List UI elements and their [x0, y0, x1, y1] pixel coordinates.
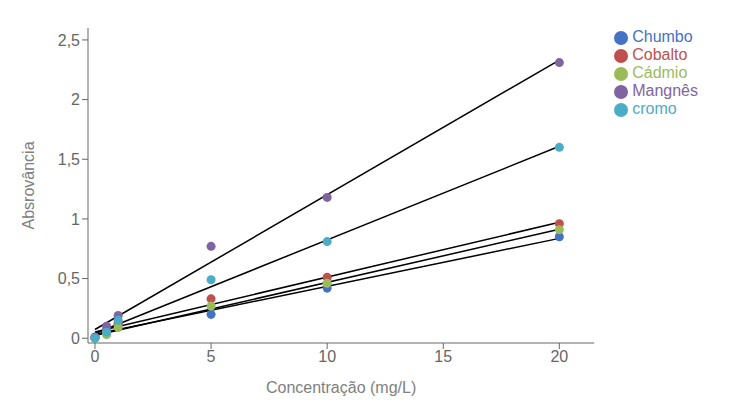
- html-text:cromo: cromo: [632, 100, 677, 117]
- svg-text:20: 20: [550, 348, 568, 365]
- svg-text:15: 15: [434, 348, 452, 365]
- svg-text:2: 2: [71, 91, 80, 108]
- svg-text:0: 0: [91, 348, 100, 365]
- svg-text:0,5: 0,5: [58, 270, 80, 287]
- svg-text:Concentração (mg/L): Concentração (mg/L): [266, 379, 416, 396]
- html-text:Cádmio: Cádmio: [632, 64, 688, 81]
- svg-text:10: 10: [318, 348, 336, 365]
- svg-text:2,5: 2,5: [58, 32, 80, 49]
- svg-text:1: 1: [71, 211, 80, 228]
- html-text:Chumbo: Chumbo: [632, 28, 693, 45]
- svg-text:Absrovância: Absrovância: [20, 141, 37, 229]
- html-text:Cobalto: Cobalto: [632, 46, 688, 63]
- svg-text:0: 0: [71, 330, 80, 347]
- html-text:Mangnês: Mangnês: [632, 82, 698, 99]
- svg-text:1,5: 1,5: [58, 151, 80, 168]
- svg-text:5: 5: [207, 348, 216, 365]
